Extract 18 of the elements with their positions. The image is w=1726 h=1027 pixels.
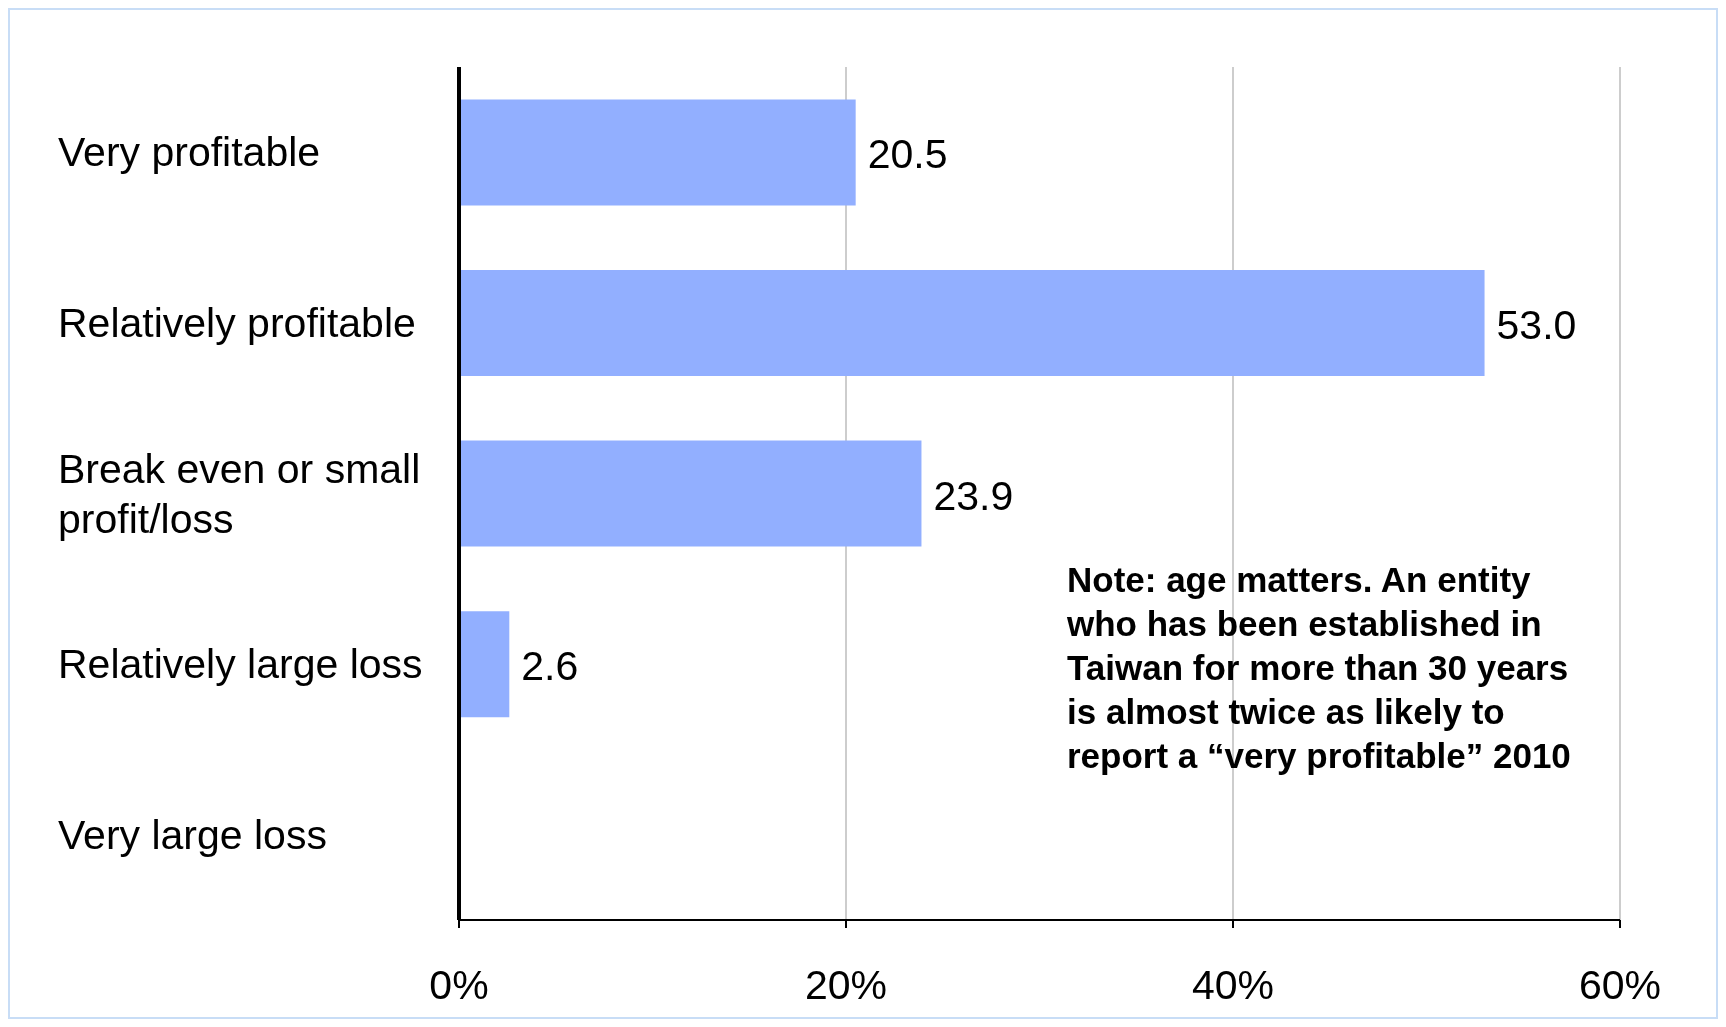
annotation: Note: age matters. An entity who has been established in Taiwan for more than 30 years is almost twice as likely to report a “very profitable” 2010 (1067, 559, 1572, 777)
x-tick-label: 20% (804, 962, 888, 1009)
y-tick-label: Very large loss (58, 811, 327, 858)
y-tick-label: Relatively large loss (58, 641, 423, 688)
bar (459, 440, 922, 547)
x-tick-label: 40% (1191, 962, 1275, 1009)
y-tick-label: Relatively profitable (58, 299, 416, 346)
y-tick-label: Very profitable (58, 129, 321, 176)
data-label: 20.5 (867, 131, 948, 178)
bar (459, 270, 1485, 377)
data-label: 23.9 (933, 472, 1014, 519)
x-tick-label: 60% (1578, 962, 1662, 1009)
data-label: 2.6 (521, 643, 579, 690)
x-tick-label: 0% (429, 962, 489, 1009)
data-label: 53.0 (1496, 302, 1577, 349)
bar (459, 611, 510, 718)
y-tick-label: Break even or small profit/loss (58, 445, 421, 542)
bar (459, 99, 856, 206)
